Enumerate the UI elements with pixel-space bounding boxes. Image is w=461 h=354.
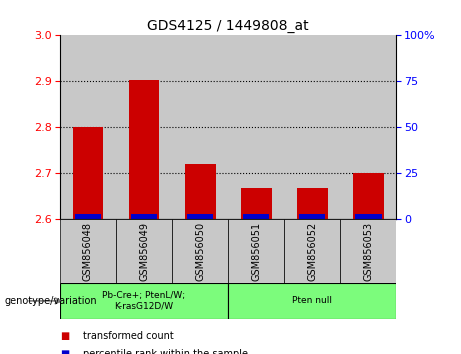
- Title: GDS4125 / 1449808_at: GDS4125 / 1449808_at: [148, 19, 309, 33]
- Text: transformed count: transformed count: [83, 331, 174, 341]
- Bar: [185, 164, 216, 219]
- Bar: [284, 219, 340, 283]
- Text: GSM856050: GSM856050: [195, 222, 205, 281]
- Bar: [297, 188, 328, 219]
- Bar: [75, 214, 101, 219]
- Bar: [129, 80, 160, 219]
- Bar: [187, 214, 213, 219]
- Text: GSM856051: GSM856051: [251, 222, 261, 281]
- Text: genotype/variation: genotype/variation: [5, 296, 97, 306]
- Text: Pb-Cre+; PtenL/W;
K-rasG12D/W: Pb-Cre+; PtenL/W; K-rasG12D/W: [102, 291, 186, 311]
- Bar: [172, 219, 228, 283]
- Bar: [131, 214, 157, 219]
- Bar: [284, 35, 340, 219]
- Text: Pten null: Pten null: [292, 296, 332, 306]
- Bar: [340, 35, 396, 219]
- Bar: [340, 219, 396, 283]
- Bar: [172, 35, 228, 219]
- Text: percentile rank within the sample: percentile rank within the sample: [83, 349, 248, 354]
- Text: ■: ■: [60, 331, 69, 341]
- Bar: [116, 219, 172, 283]
- Bar: [60, 219, 116, 283]
- Text: GSM856048: GSM856048: [83, 222, 93, 281]
- Bar: [228, 35, 284, 219]
- Bar: [228, 219, 284, 283]
- Text: GSM856052: GSM856052: [307, 222, 317, 281]
- Bar: [355, 214, 382, 219]
- Bar: [299, 214, 325, 219]
- Bar: [228, 283, 396, 319]
- Text: GSM856049: GSM856049: [139, 222, 149, 281]
- Bar: [243, 214, 269, 219]
- Bar: [116, 35, 172, 219]
- Bar: [241, 188, 272, 219]
- Text: ■: ■: [60, 349, 69, 354]
- Bar: [60, 35, 116, 219]
- Bar: [60, 283, 228, 319]
- Text: GSM856053: GSM856053: [363, 222, 373, 281]
- Bar: [353, 173, 384, 219]
- Bar: [72, 127, 103, 219]
